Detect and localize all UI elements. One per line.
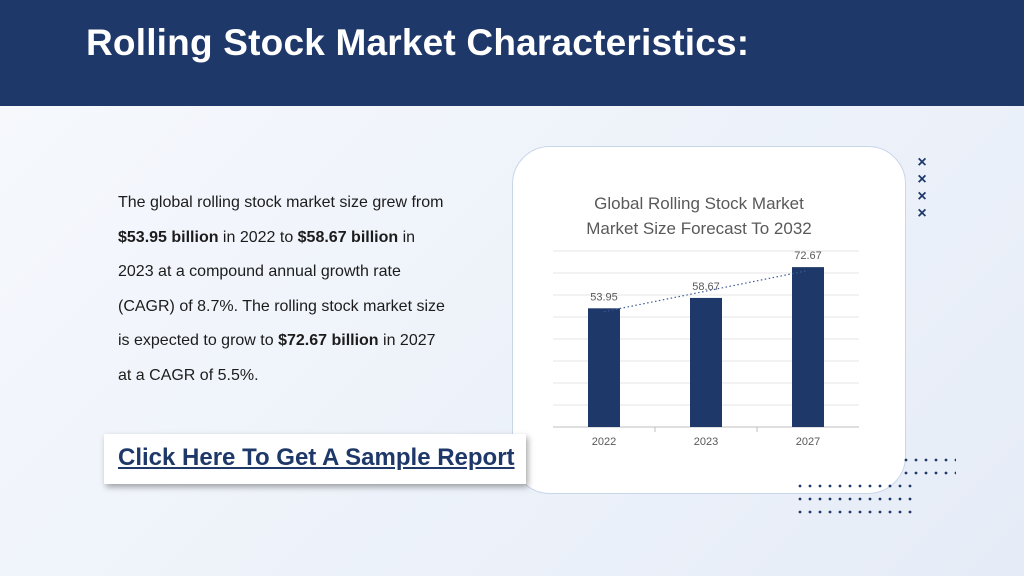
description-paragraph: The global rolling stock market size gre… xyxy=(118,186,448,393)
decorative-x-marks: × × × × xyxy=(914,154,930,222)
dot xyxy=(848,510,852,514)
dot xyxy=(934,458,938,462)
page-title: Rolling Stock Market Characteristics: xyxy=(86,22,750,63)
dot xyxy=(924,471,928,475)
dot xyxy=(858,510,862,514)
dot xyxy=(914,458,918,462)
dot xyxy=(954,471,956,475)
dot xyxy=(898,510,902,514)
chart-card: Global Rolling Stock Market Market Size … xyxy=(512,146,906,494)
dot xyxy=(868,497,872,501)
desc-text-2: in 2022 to xyxy=(218,228,298,246)
dot xyxy=(808,510,812,514)
dot xyxy=(838,497,842,501)
dot xyxy=(858,484,862,488)
x-mark-icon: × xyxy=(917,205,927,222)
dot xyxy=(838,484,842,488)
dot xyxy=(878,484,882,488)
dot xyxy=(888,497,892,501)
sample-report-link[interactable]: Click Here To Get A Sample Report xyxy=(118,444,515,471)
chart-bars xyxy=(588,267,824,427)
value-2022: $53.95 billion xyxy=(118,228,219,246)
x-mark-icon: × xyxy=(917,171,927,188)
data-label: 58.67 xyxy=(692,281,720,293)
x-tick-label: 2022 xyxy=(592,436,616,448)
dot xyxy=(944,458,948,462)
dot xyxy=(908,497,912,501)
desc-text-3: in 2023 at a compound annual growth rate… xyxy=(118,228,445,350)
data-label: 53.95 xyxy=(590,291,618,303)
chart-trendline xyxy=(603,269,809,313)
x-mark-icon: × xyxy=(917,154,927,171)
dot xyxy=(828,497,832,501)
dot xyxy=(888,510,892,514)
data-label: 72.67 xyxy=(794,250,822,262)
dot xyxy=(798,510,802,514)
dot xyxy=(848,497,852,501)
dot xyxy=(848,484,852,488)
dot xyxy=(934,471,938,475)
desc-text-1: The global rolling stock market size gre… xyxy=(118,194,444,211)
dot xyxy=(828,510,832,514)
dot xyxy=(858,497,862,501)
dot xyxy=(878,510,882,514)
trendline xyxy=(603,269,809,313)
dot xyxy=(944,471,948,475)
dot xyxy=(904,458,908,462)
x-tick-label: 2023 xyxy=(694,436,718,448)
bar-chart: Global Rolling Stock Market Market Size … xyxy=(553,194,859,448)
dot xyxy=(868,510,872,514)
x-mark-icon: × xyxy=(917,188,927,205)
chart-title-line1: Global Rolling Stock Market xyxy=(594,194,804,213)
bar-2023 xyxy=(690,297,722,427)
dot xyxy=(868,484,872,488)
chart-data-labels: 53.95 58.67 72.67 xyxy=(590,250,822,303)
x-tick-label: 2027 xyxy=(796,436,820,448)
dot xyxy=(904,471,908,475)
dot xyxy=(808,497,812,501)
dot xyxy=(818,510,822,514)
dot xyxy=(908,510,912,514)
desc-text-4: in 2027 at a CAGR of 5.5%. xyxy=(118,332,436,384)
dot xyxy=(798,497,802,501)
bar-2027 xyxy=(792,267,824,427)
cta-box: Click Here To Get A Sample Report xyxy=(104,434,526,484)
dot xyxy=(898,497,902,501)
dot xyxy=(888,484,892,488)
dot xyxy=(808,484,812,488)
chart-x-axis: 2022 2023 2027 xyxy=(592,427,820,448)
dot xyxy=(924,458,928,462)
title-bar: Rolling Stock Market Characteristics: xyxy=(0,0,1024,106)
bar-2022 xyxy=(588,308,620,427)
dot xyxy=(828,484,832,488)
dot xyxy=(898,484,902,488)
dot xyxy=(908,484,912,488)
dot xyxy=(914,471,918,475)
dot xyxy=(798,484,802,488)
value-2027: $72.67 billion xyxy=(278,332,379,349)
dot xyxy=(818,484,822,488)
dot xyxy=(818,497,822,501)
dot xyxy=(878,497,882,501)
decorative-dot-grid xyxy=(798,458,956,514)
value-2023: $58.67 billion xyxy=(297,228,399,246)
dot xyxy=(954,458,956,462)
dot xyxy=(838,510,842,514)
chart-title-line2: Market Size Forecast To 2032 xyxy=(586,219,812,238)
